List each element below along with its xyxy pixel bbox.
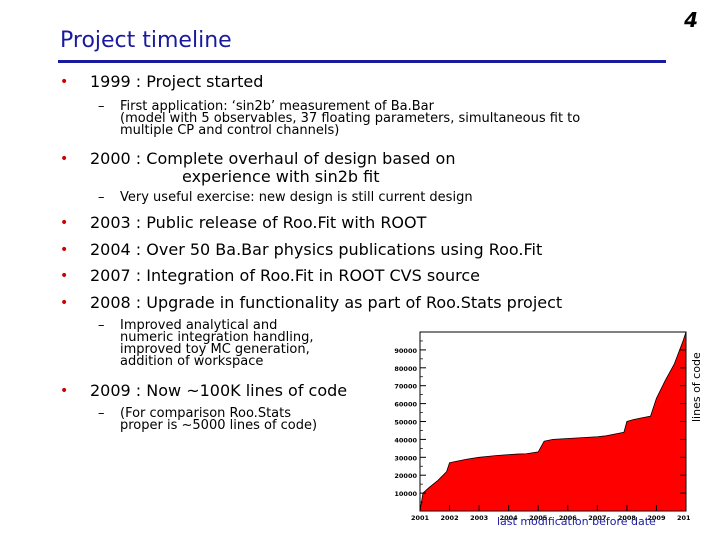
bullet-dot: • [60,151,69,167]
bullet-dot: • [60,268,69,284]
sub-line: proper is ~5000 lines of code) [120,418,318,433]
x-tick-label: 2001 [411,514,430,522]
bullet-2003: • 2003 : Public release of Roo.Fit with … [60,213,427,232]
bullet-text: 2004 : Over 50 Ba.Bar physics publicatio… [90,240,543,259]
sub-line: numeric integration handling, [120,330,314,345]
bullet-dot: • [60,383,69,399]
x-tick-label: 2009 [647,514,666,522]
y-tick-label: 40000 [394,436,417,444]
sub-bullet-1999: – First application: ‘sin2b’ measurement… [98,99,581,138]
bullet-text: 1999 : Project started [90,72,264,91]
sub-line: improved toy MC generation, [120,342,310,357]
x-tick-label: 2010 [677,514,690,522]
sub-line: First application: ‘sin2b’ measurement o… [120,99,434,114]
x-tick-label: 2008 [618,514,637,522]
bullet-text: 2000 : Complete overhaul of design based… [90,149,456,168]
y-tick-label: 10000 [394,490,417,498]
y-tick-label: 60000 [394,401,417,409]
bullet-text: 2009 : Now ~100K lines of code [90,381,348,400]
bullet-dot: • [60,295,69,311]
y-axis-label: lines of code [690,352,703,422]
bullet-text: 2008 : Upgrade in functionality as part … [90,293,563,312]
x-tick-label: 2005 [529,514,548,522]
sub-line: Very useful exercise: new design is stil… [120,190,473,205]
bullet-1999: • 1999 : Project started [60,72,264,91]
bullet-dot: • [60,215,69,231]
y-tick-label: 70000 [394,383,417,391]
bullet-text: 2007 : Integration of Roo.Fit in ROOT CV… [90,266,480,285]
slide-title: Project timeline [60,28,232,53]
bullet-2000: • 2000 : Complete overhaul of design bas… [60,149,456,186]
sub-line: Improved analytical and [120,318,278,333]
sub-line: addition of workspace [120,354,264,369]
x-tick-label: 2006 [559,514,578,522]
x-axis-label: last modification before date [497,515,656,528]
x-tick-label: 2002 [441,514,459,522]
y-tick-label: 30000 [394,454,417,462]
y-tick-label: 50000 [394,419,417,427]
series-area [419,331,687,512]
y-tick-label: 20000 [394,472,417,480]
bullet-dot: • [60,242,69,258]
x-tick-label: 2003 [470,514,488,522]
sub-line: (For comparison Roo.Stats [120,406,291,421]
sub-bullet-2008: – Improved analytical and numeric integr… [98,318,314,369]
sub-bullet-2009: – (For comparison Roo.Stats proper is ~5… [98,406,318,433]
bullet-2008: • 2008 : Upgrade in functionality as par… [60,293,563,312]
sub-line: (model with 5 observables, 37 floating p… [120,111,581,126]
page-number: 4 [684,8,698,32]
lines-of-code-chart: 10000 20000 30000 40000 50000 60000 70000 80000… [394,331,690,522]
bullet-2007: • 2007 : Integration of Roo.Fit in ROOT … [60,266,480,285]
x-tick-label: 2004 [500,514,519,522]
title-underline [58,60,666,63]
bullet-text-line2: experience with sin2b fit [182,167,380,186]
bullet-2009: • 2009 : Now ~100K lines of code [60,381,348,400]
sub-bullet-2000: – Very useful exercise: new design is st… [98,190,473,205]
x-tick-label: 2007 [588,514,606,522]
bullet-text: 2003 : Public release of Roo.Fit with RO… [90,213,427,232]
bullet-dot: • [60,74,69,90]
sub-line: multiple CP and control channels) [120,123,340,138]
y-tick-label: 90000 [394,347,417,355]
bullet-2004: • 2004 : Over 50 Ba.Bar physics publicat… [60,240,543,259]
y-tick-label: 80000 [394,365,417,373]
